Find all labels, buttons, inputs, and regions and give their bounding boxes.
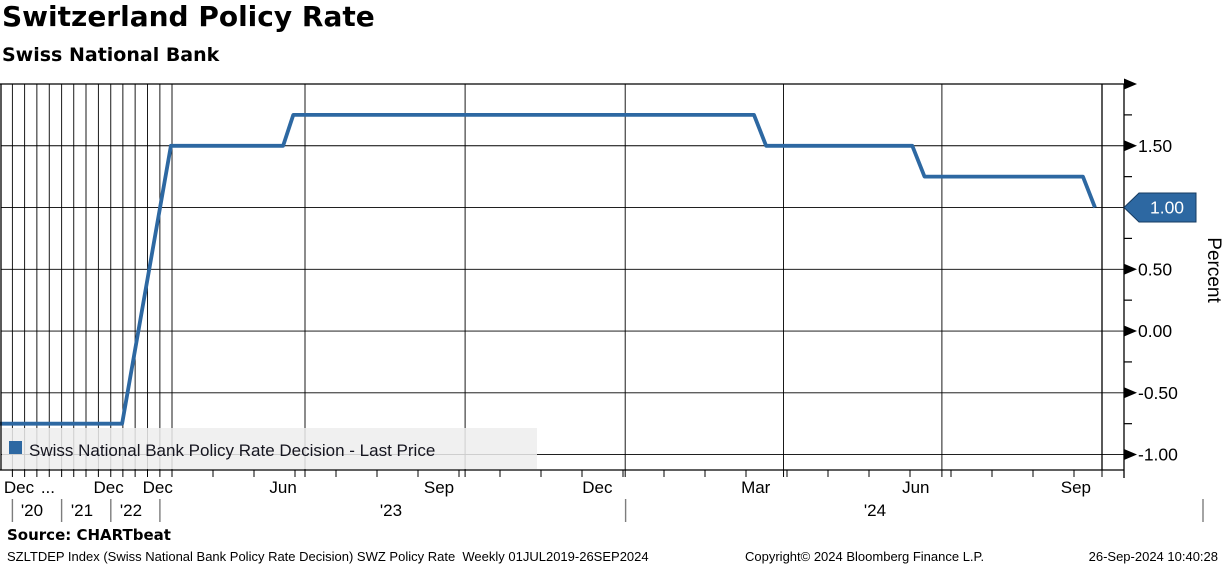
y-axis-title: Percent bbox=[1203, 237, 1224, 303]
series-line bbox=[0, 113, 1097, 426]
x-month-label: Dec bbox=[582, 478, 613, 497]
x-month-label: Mar bbox=[741, 478, 771, 497]
source-label: Source: CHARTbeat bbox=[7, 526, 171, 544]
gridlines bbox=[1, 84, 1124, 470]
legend: Swiss National Bank Policy Rate Decision… bbox=[2, 428, 537, 469]
x-year-label: '21 bbox=[71, 501, 93, 520]
x-month-label: Jun bbox=[269, 478, 296, 497]
x-month-label: ... bbox=[41, 478, 55, 497]
x-month-label: Sep bbox=[1061, 478, 1091, 497]
y-tick-arrow-icon bbox=[1124, 449, 1137, 461]
axes: 1.50 0.50 0.00 -0.50 -1.00 Percent 1.00 Dec... D… bbox=[0, 78, 1224, 522]
x-year-label: '23 bbox=[380, 501, 402, 520]
footer-description: SZLTDEP Index (Swiss National Bank Polic… bbox=[7, 549, 649, 564]
last-price-tag-label: 1.00 bbox=[1150, 198, 1184, 218]
legend-swatch bbox=[9, 441, 22, 454]
x-month-label: Dec bbox=[143, 478, 174, 497]
page-subtitle: Swiss National Bank bbox=[2, 44, 220, 66]
footer-copyright: Copyright© 2024 Bloomberg Finance L.P. bbox=[745, 549, 985, 564]
footer-timestamp: 26-Sep-2024 10:40:28 bbox=[1088, 549, 1218, 564]
y-tick-arrow-icon bbox=[1124, 387, 1137, 399]
y-tick-arrow-icon bbox=[1124, 325, 1137, 337]
x-year-label: '22 bbox=[120, 501, 142, 520]
y-tick-arrow-icon bbox=[1124, 140, 1137, 152]
x-month-label: Dec bbox=[4, 478, 35, 497]
series-layer bbox=[0, 113, 1097, 426]
page-title: Switzerland Policy Rate bbox=[2, 0, 375, 33]
y-tick-label: 0.00 bbox=[1138, 321, 1172, 341]
y-tick-arrow-icon bbox=[1124, 263, 1137, 275]
x-month-label: Dec bbox=[93, 478, 124, 497]
y-tick-label: -1.00 bbox=[1138, 445, 1178, 465]
x-month-label: Jun bbox=[902, 478, 929, 497]
last-price-tag bbox=[1123, 192, 1197, 223]
y-tick-label: -0.50 bbox=[1138, 383, 1178, 403]
legend-label: Swiss National Bank Policy Rate Decision… bbox=[29, 441, 435, 460]
y-tick-arrow-icon bbox=[1124, 78, 1137, 90]
y-tick-label: 0.50 bbox=[1138, 259, 1172, 279]
legend-box bbox=[2, 428, 537, 469]
x-year-label: '24 bbox=[864, 501, 886, 520]
y-tick-label: 1.50 bbox=[1138, 136, 1172, 156]
x-year-label: '20 bbox=[21, 501, 43, 520]
x-month-label: Sep bbox=[424, 478, 454, 497]
